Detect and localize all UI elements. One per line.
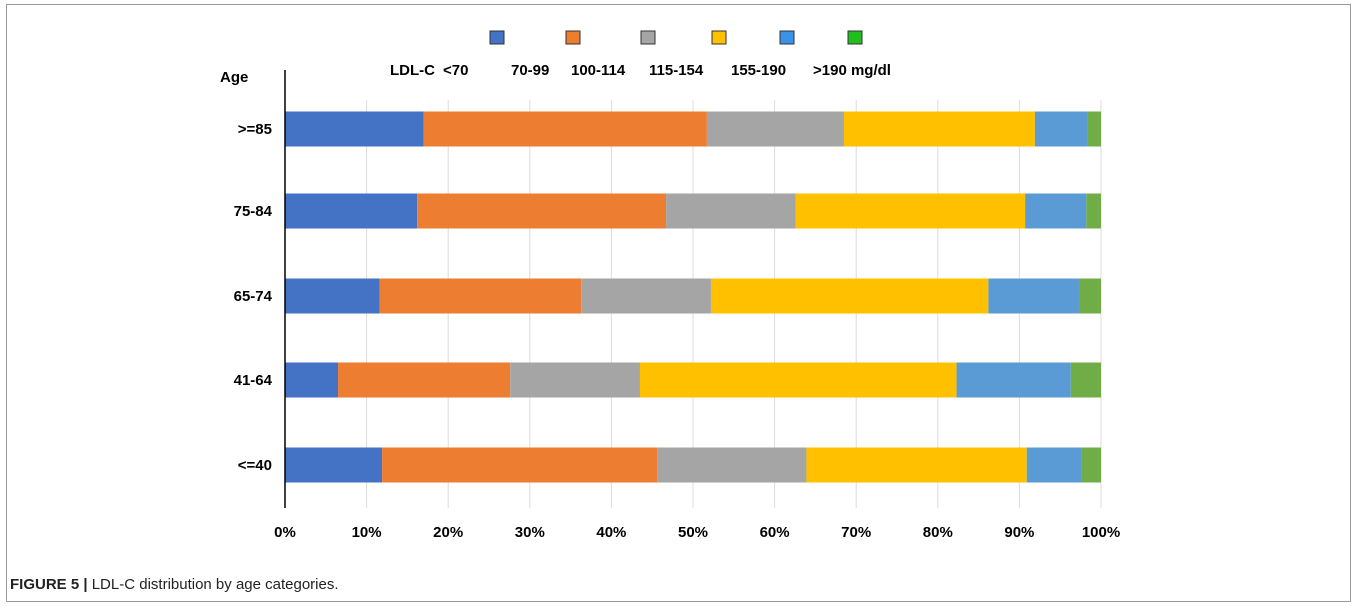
bar-segment — [1070, 362, 1101, 398]
y-axis-title: Age — [220, 69, 248, 86]
legend-swatch — [779, 30, 795, 45]
legend-swatch — [489, 30, 505, 45]
x-tick-label: 10% — [352, 524, 382, 541]
caption-text: LDL-C distribution by age categories. — [87, 576, 339, 593]
legend-label: >190 mg/dl — [813, 62, 891, 79]
legend-title: LDL-C — [390, 62, 435, 79]
x-tick-label: 90% — [1004, 524, 1034, 541]
figure-label: FIGURE 5 | — [10, 576, 88, 593]
y-tick-label: <=40 — [238, 457, 272, 474]
bar-segment — [382, 447, 658, 483]
legend-swatch — [640, 30, 656, 45]
bar-segment — [285, 278, 380, 314]
x-tick-label: 100% — [1082, 524, 1120, 541]
bar-segment — [581, 278, 711, 314]
x-tick-label: 80% — [923, 524, 953, 541]
x-tick-label: 70% — [841, 524, 871, 541]
legend: LDL-C <70 70-99 100-114 115-154 155-190 >190 … — [390, 30, 891, 79]
x-tick-label: 50% — [678, 524, 708, 541]
x-tick-label: 0% — [274, 524, 296, 541]
bar-segment — [379, 278, 582, 314]
bars — [285, 111, 1101, 483]
x-tick-label: 20% — [433, 524, 463, 541]
bar-segment — [510, 362, 640, 398]
legend-label: <70 — [443, 62, 468, 79]
bar-segment — [285, 193, 418, 229]
bar-segment — [666, 193, 796, 229]
legend-swatch — [711, 30, 727, 45]
bar-segment — [1026, 447, 1082, 483]
y-tick-label: 75-84 — [234, 203, 273, 220]
y-tick-label: >=85 — [238, 121, 272, 138]
bar-segment — [639, 362, 957, 398]
bar-segment — [806, 447, 1027, 483]
bar-segment — [423, 111, 707, 147]
legend-swatch — [565, 30, 581, 45]
bar-segment — [710, 278, 989, 314]
bar-segment — [285, 111, 424, 147]
bar-segment — [1025, 193, 1087, 229]
legend-label: 70-99 — [511, 62, 549, 79]
x-tick-labels: 0% 10% 20% 30% 40% 50% 60% 70% 80% 90% 100% — [274, 524, 1120, 541]
x-tick-label: 40% — [596, 524, 626, 541]
x-tick-label: 30% — [515, 524, 545, 541]
y-tick-label: 65-74 — [234, 288, 273, 305]
x-tick-label: 60% — [760, 524, 790, 541]
figure-caption: FIGURE 5 | LDL-C distribution by age cat… — [10, 576, 339, 593]
bar-segment — [843, 111, 1035, 147]
bar-segment — [285, 447, 383, 483]
bar-segment — [338, 362, 511, 398]
bar-segment — [1086, 193, 1101, 229]
bar-segment — [1081, 447, 1101, 483]
bar-segment — [1078, 278, 1101, 314]
legend-label: 115-154 — [649, 62, 704, 79]
bar-segment — [988, 278, 1079, 314]
y-tick-labels: >=85 75-84 65-74 41-64 <=40 — [234, 121, 273, 474]
legend-label: 155-190 — [731, 62, 786, 79]
bar-segment — [1087, 111, 1101, 147]
bar-segment — [956, 362, 1071, 398]
bar-segment — [417, 193, 667, 229]
legend-label: 100-114 — [571, 62, 626, 79]
bar-segment — [795, 193, 1026, 229]
bar-segment — [706, 111, 844, 147]
legend-swatch — [847, 30, 863, 45]
bar-segment — [1034, 111, 1088, 147]
bar-segment — [657, 447, 807, 483]
y-tick-label: 41-64 — [234, 372, 273, 389]
bar-segment — [285, 362, 339, 398]
stacked-bar-chart: >=85 75-84 65-74 41-64 <=40 0% 10% 20% 30% 40% 50… — [220, 30, 1120, 541]
